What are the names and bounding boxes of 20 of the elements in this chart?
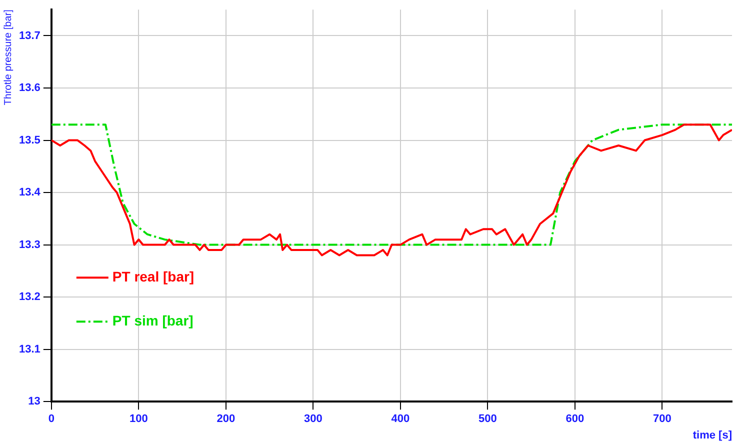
x-tick-label: 700: [653, 413, 672, 426]
x-tick-label: 100: [129, 413, 148, 426]
x-tick-label: 0: [48, 413, 54, 426]
y-tick-label: 13.7: [18, 30, 40, 42]
x-tick-label: 300: [304, 413, 322, 426]
y-tick-label: 13: [28, 396, 40, 408]
x-tick-label: 200: [216, 413, 236, 426]
legend-label: PT sim [bar]: [112, 312, 194, 328]
y-tick-label: 13.5: [18, 134, 40, 146]
x-axis-title: time [s]: [692, 429, 732, 442]
y-tick-label: 13.4: [18, 186, 42, 199]
y-tick-label: 13.6: [18, 82, 40, 94]
legend-label: PT real [bar]: [112, 268, 194, 284]
y-axis-title: Throtle pressure [bar]: [2, 9, 14, 106]
y-tick-label: 13.3: [18, 238, 40, 251]
x-tick-label: 400: [391, 413, 410, 426]
x-tick-label: 500: [478, 413, 497, 426]
y-tick-label: 13.2: [18, 291, 40, 304]
y-tick-label: 13.1: [18, 343, 40, 356]
x-tick-label: 600: [566, 413, 584, 426]
